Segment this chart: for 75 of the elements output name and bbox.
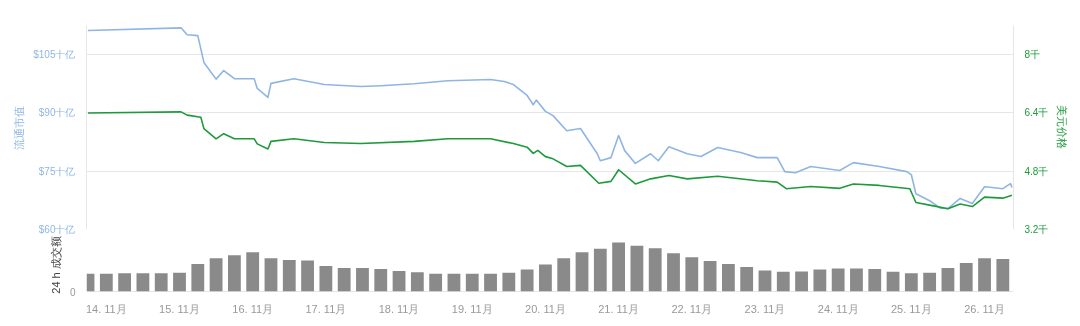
bar (99, 273, 113, 292)
bar (282, 260, 296, 292)
bar (136, 273, 150, 292)
x-tick-label: 18. 11月 (378, 302, 420, 315)
bar (813, 269, 827, 292)
bar (996, 259, 1010, 292)
bar (721, 264, 735, 292)
x-tick-label: 22. 11月 (671, 302, 713, 315)
bar (959, 263, 973, 292)
bar (703, 261, 717, 292)
y2-tick-label: 4.8千 (1024, 165, 1049, 177)
bar (667, 253, 680, 292)
x-tick-label: 16. 11月 (232, 302, 274, 315)
y-axis-title: 流通市值 (13, 105, 26, 150)
bar (539, 264, 552, 292)
bar (246, 252, 260, 292)
bar (118, 273, 132, 292)
x-tick-label: 19. 11月 (451, 302, 493, 315)
x-tick-label: 26. 11月 (964, 302, 1005, 315)
bar (575, 252, 589, 292)
bar (392, 270, 406, 292)
bar (227, 255, 241, 292)
bar (502, 272, 516, 292)
bar (868, 268, 882, 292)
text: 0 (69, 286, 76, 298)
y-tick-label: $75十亿 (38, 165, 76, 177)
y-tick-label: $90十亿 (38, 107, 76, 119)
x-tick-label: 24. 11月 (817, 302, 859, 315)
bar (465, 273, 479, 292)
bar (319, 265, 333, 292)
bar (886, 271, 900, 292)
bar (447, 273, 461, 292)
bar (264, 258, 278, 292)
bar (520, 269, 534, 292)
y2-tick-label: 6.4千 (1024, 107, 1049, 119)
bar (685, 257, 699, 292)
bar (758, 270, 772, 292)
bar (941, 267, 955, 292)
bar (740, 266, 754, 292)
y2-tick-label: 3.2千 (1024, 224, 1049, 235)
bar (301, 260, 314, 292)
bar (904, 273, 918, 292)
bar (337, 267, 351, 292)
x-tick-label: 25. 11月 (890, 302, 932, 315)
x-tick-label: 21. 11月 (598, 302, 640, 315)
bar (593, 248, 607, 292)
bar (831, 268, 845, 292)
bar (923, 272, 937, 292)
y-axis-title: 24 h 成交额 (49, 236, 62, 294)
y2-axis-title: 美元价格 (1056, 105, 1069, 150)
bar (356, 267, 369, 292)
bar (978, 258, 991, 292)
bar (484, 273, 497, 292)
bar (209, 258, 223, 292)
bar (374, 268, 388, 292)
x-tick-label: 17. 11月 (305, 302, 347, 315)
bar (173, 272, 186, 292)
bar (850, 268, 863, 292)
bar (410, 272, 424, 292)
y-tick-label: $60十亿 (38, 224, 76, 235)
x-tick-label: 15. 11月 (159, 302, 200, 315)
x-tick-label: 20. 11月 (525, 302, 566, 315)
bar (776, 271, 790, 292)
y2-tick-label: 8千 (1024, 49, 1041, 61)
bar (557, 258, 571, 292)
x-tick-label: 23. 11月 (744, 302, 786, 315)
bar (612, 242, 626, 292)
bar (154, 273, 168, 292)
bar (630, 245, 644, 292)
bar (191, 264, 205, 292)
bar (648, 248, 662, 292)
y-tick-label: $105十亿 (33, 49, 76, 61)
bar (429, 273, 443, 292)
bar (795, 271, 808, 292)
x-tick-label: 14. 11月 (85, 302, 127, 315)
